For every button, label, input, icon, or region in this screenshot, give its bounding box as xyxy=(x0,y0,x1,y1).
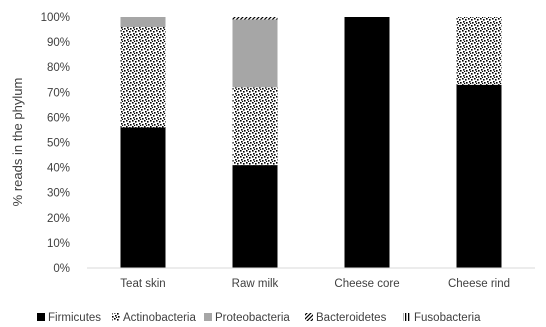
y-axis-title: % reads in the phylum xyxy=(10,78,25,207)
bar-segment xyxy=(120,27,166,128)
legend-label: Fusobacteria xyxy=(414,312,481,324)
bar-segment xyxy=(120,17,166,28)
y-tick-label: 50% xyxy=(47,138,70,150)
legend-label: Firmicutes xyxy=(48,312,101,324)
legend-swatch xyxy=(37,313,45,321)
bar-segment xyxy=(120,127,166,268)
x-tick-label: Raw milk xyxy=(232,278,279,290)
legend-swatch xyxy=(204,313,212,321)
legend-swatch xyxy=(112,313,120,321)
bars xyxy=(120,17,502,269)
y-tick-label: 80% xyxy=(47,62,70,74)
y-tick-label: 60% xyxy=(47,112,70,124)
bar-segment xyxy=(456,17,502,85)
legend-swatch xyxy=(305,313,313,321)
y-tick-label: 30% xyxy=(47,188,70,200)
y-tick-label: 100% xyxy=(41,12,70,24)
bar-segment xyxy=(232,165,278,268)
y-tick-label: 0% xyxy=(53,263,70,275)
bar-segment xyxy=(456,84,502,269)
y-tick-label: 90% xyxy=(47,37,70,49)
y-tick-label: 10% xyxy=(47,238,70,250)
x-axis-labels: Teat skin Raw milk Cheese core Cheese rind xyxy=(120,278,510,290)
y-axis-ticks: 0% 10% 20% 30% 40% 50% 60% 70% 80% 90% 100% xyxy=(41,12,70,275)
legend-label: Bacteroidetes xyxy=(316,312,387,324)
bar-segment xyxy=(344,17,390,268)
y-tick-label: 40% xyxy=(47,163,70,175)
x-tick-label: Cheese rind xyxy=(448,278,510,290)
y-tick-label: 20% xyxy=(47,213,70,225)
legend-label: Proteobacteria xyxy=(215,312,290,324)
y-tick-label: 70% xyxy=(47,87,70,99)
legend: Firmicutes Actinobacteria Proteobacteria Ba… xyxy=(37,312,481,324)
bar-segment xyxy=(232,87,278,166)
bar-segment xyxy=(232,19,278,88)
x-tick-label: Cheese core xyxy=(334,278,399,290)
legend-label: Actinobacteria xyxy=(123,312,196,324)
legend-swatch xyxy=(403,313,411,321)
x-tick-label: Teat skin xyxy=(120,278,165,290)
bar-segment xyxy=(232,17,278,20)
